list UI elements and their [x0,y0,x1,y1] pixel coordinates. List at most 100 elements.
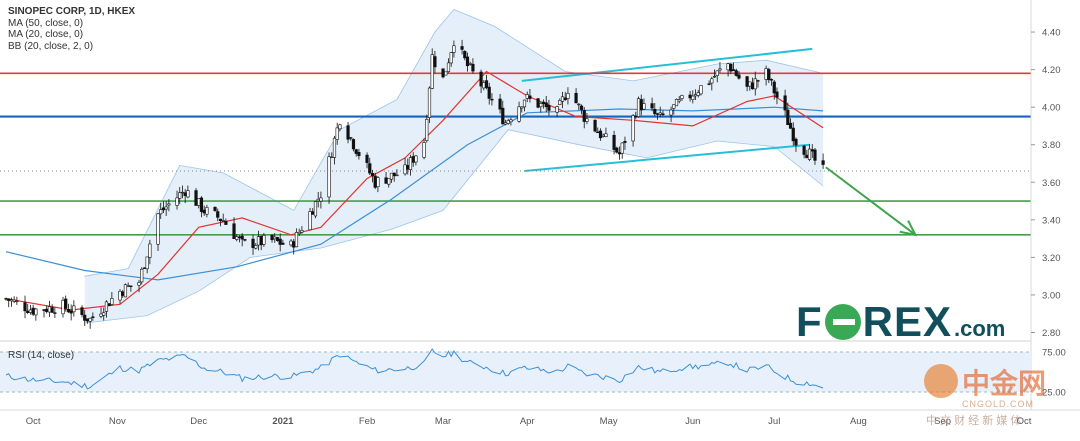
candle-body [34,308,38,316]
candle-body [262,235,266,245]
candle-body [501,107,505,125]
candle-body [794,138,798,146]
y-tick-label: 3.00 [1042,290,1061,301]
candle-body [395,174,399,177]
candle-body [653,108,657,115]
x-tick-label: Jun [685,416,700,427]
candle-body [202,209,206,214]
x-tick-label: Apr [520,416,535,427]
candle-body [582,110,586,122]
candle-body [693,94,698,97]
candle-body [631,115,635,142]
candle-body [330,156,334,159]
candle-body [403,164,407,175]
candle-body [441,68,445,78]
candle-body [775,91,779,98]
candle-body [26,310,30,313]
candle-body [753,78,757,90]
candle-body [12,299,16,302]
price-axis-bg [1031,0,1080,436]
candle-body [688,94,692,99]
candle-body [463,50,467,59]
candle-body [528,95,532,99]
candle-body [468,63,472,65]
candle-body [560,96,565,102]
candle-body [53,312,57,314]
candle-body [7,298,11,301]
candle-body [821,160,825,165]
candle-body [251,238,255,248]
candle-body [636,98,641,117]
candle-body [712,76,717,78]
candle-body [297,231,301,235]
candle-body [642,103,646,110]
candle-body [471,63,475,72]
forex-rex: REX [862,298,953,345]
candle-body [308,211,312,231]
candle-body [563,97,567,101]
candle-body [45,308,49,312]
candle-body [482,82,486,89]
candle-body [42,309,46,311]
candle-body [756,80,760,82]
candle-body [91,316,95,318]
candles [4,39,825,329]
candle-body [61,299,65,315]
candle-body [525,94,529,99]
forex-f: F [796,298,823,345]
candle-body [446,62,451,72]
cngold-sub: 中 文 财 经 新 媒 体 [926,415,1022,427]
y-tick-label: 4.00 [1042,103,1061,114]
candle-body [767,69,771,81]
candle-body [237,236,242,238]
candle-body [677,99,681,102]
candle-body [254,245,258,249]
candle-body [807,148,812,160]
candle-body [275,237,280,241]
candle-body [31,307,35,315]
forex-o-icon [824,304,861,340]
candle-body [596,131,600,134]
candle-body [64,298,68,309]
arrow-shaft [825,166,917,236]
candle-body [783,95,787,111]
candle-body [175,197,179,206]
arrow-head [899,220,918,237]
candle-body [199,197,204,212]
candle-body [256,236,261,246]
y-tick-label: 3.20 [1042,253,1061,264]
candle-body [357,152,361,157]
rsi-line [5,348,824,390]
candle-body [313,201,318,217]
y-tick-label: 3.40 [1042,215,1061,226]
candle-body [161,207,166,211]
candle-body [661,113,665,115]
x-tick-label: Aug [850,416,867,427]
candle-body [15,300,19,303]
candle-body [213,206,217,211]
trend-channel [521,47,813,172]
ma50-line [5,106,824,281]
candle-body [270,234,274,241]
rsi-tick-label: 75.00 [1042,348,1066,359]
candle-body [9,299,14,302]
candle-body [726,63,730,71]
candle-body [194,190,198,206]
candle-body [346,125,350,140]
chart-legend: SINOPEC CORP, 1D, HKEX MA (50, close, 0)… [8,6,135,52]
candle-body [186,190,190,198]
y-tick-label: 4.40 [1042,28,1061,39]
candle-body [579,105,584,110]
candle-body [680,95,684,99]
candle-body [772,81,776,94]
candle-body [183,192,187,196]
candle-body [389,172,394,180]
candle-body [123,284,128,298]
candle-body [430,54,434,89]
candle-body [224,221,228,225]
candle-body [384,177,388,184]
candle-body [601,134,605,137]
legend-ma20: MA (20, close, 0) [8,29,84,40]
